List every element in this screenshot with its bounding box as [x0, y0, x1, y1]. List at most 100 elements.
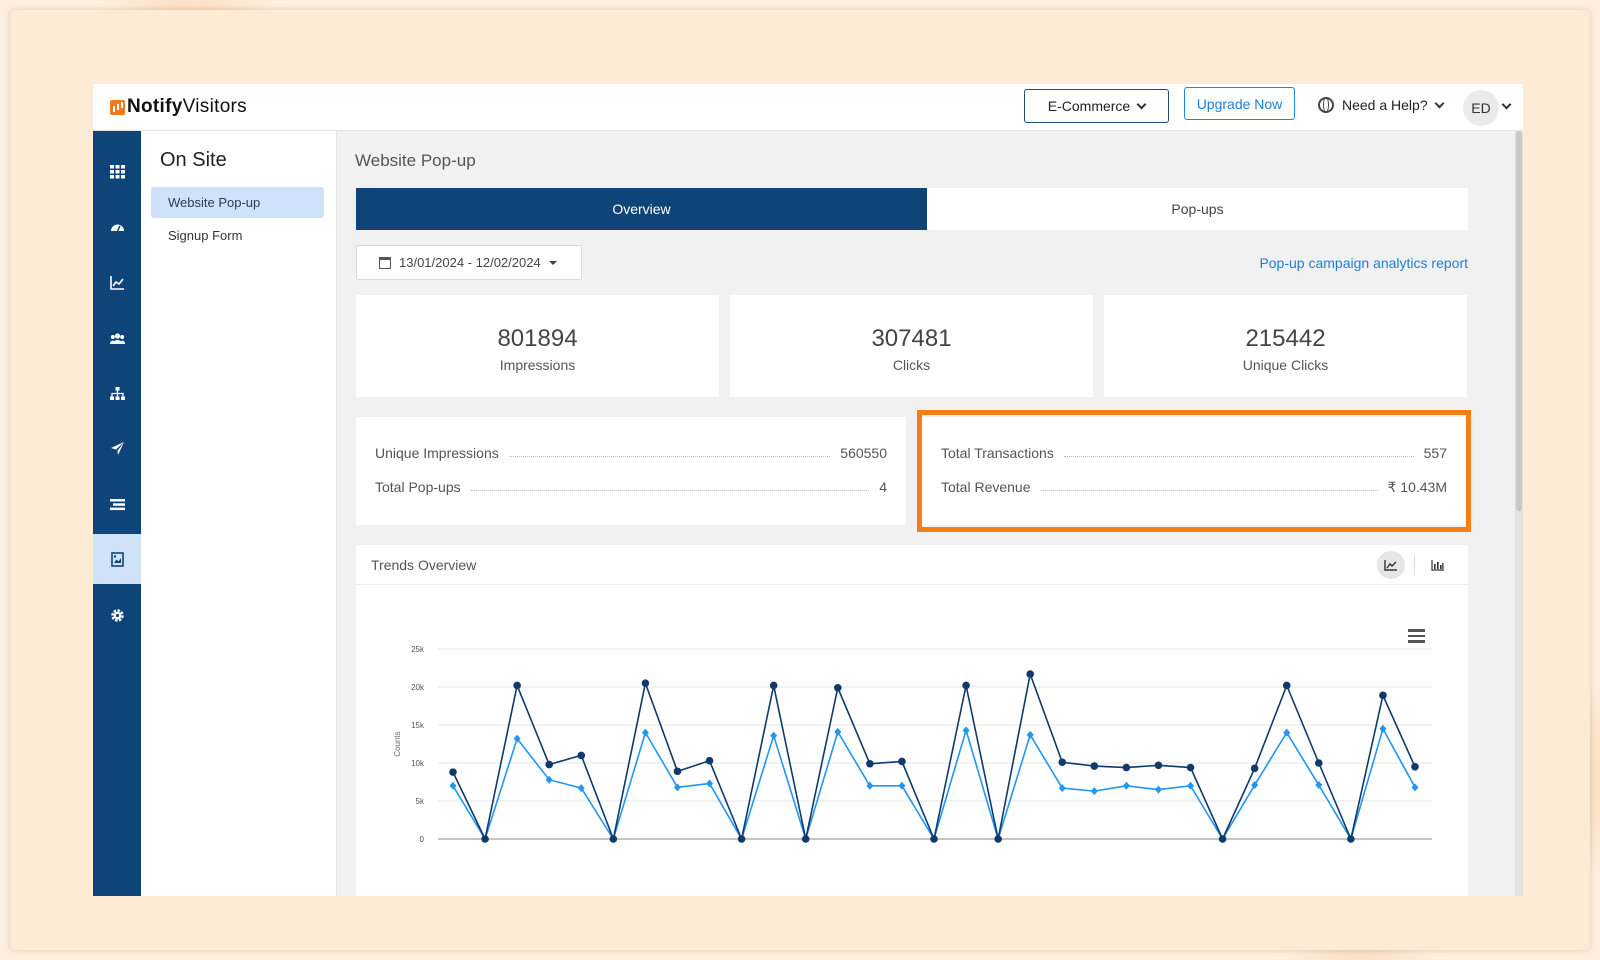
- scrollbar-thumb[interactable]: [1516, 131, 1522, 511]
- data-point: [1379, 724, 1387, 733]
- toggle-divider: [1414, 555, 1415, 575]
- analytics-icon[interactable]: [93, 257, 141, 307]
- analytics-report-link[interactable]: Pop-up campaign analytics report: [1259, 255, 1468, 271]
- summary-card-right: Total Transactions 557 Total Revenue ₹ 1…: [922, 417, 1466, 525]
- upgrade-button[interactable]: Upgrade Now: [1184, 87, 1295, 120]
- hierarchy-icon[interactable]: [93, 368, 141, 418]
- globe-icon: [1318, 97, 1334, 113]
- caret-down-icon: [548, 260, 557, 265]
- data-point: [866, 781, 874, 790]
- data-point: [545, 760, 553, 769]
- data-point: [1411, 783, 1419, 792]
- data-point: [513, 734, 521, 743]
- product-select[interactable]: E-Commerce: [1024, 89, 1169, 123]
- dotted-leader: [1063, 455, 1414, 457]
- data-point: [1090, 787, 1098, 796]
- stat-value: 801894: [497, 325, 578, 352]
- summary-card-left: Unique Impressions 560550 Total Pop-ups …: [356, 417, 906, 525]
- data-point: [834, 683, 842, 692]
- data-point: [1090, 762, 1099, 770]
- date-range-picker[interactable]: 13/01/2024 - 12/02/2024: [356, 245, 582, 280]
- data-point: [1347, 835, 1355, 843]
- main-content: Website Pop-up Overview Pop-ups 13/01/20…: [337, 131, 1523, 896]
- stat-value: 307481: [871, 325, 952, 352]
- chart-menu-icon[interactable]: [1408, 629, 1425, 643]
- data-point: [449, 781, 457, 790]
- brand-bold: Notify: [127, 96, 183, 117]
- data-point: [1026, 730, 1034, 739]
- y-tick-label: 20k: [411, 683, 425, 692]
- bar-chart-icon: [1431, 560, 1444, 571]
- trends-header: Trends Overview: [356, 545, 1468, 585]
- series-line: [452, 726, 1416, 842]
- data-point: [801, 835, 810, 843]
- stat-card-unique-clicks: 215442 Unique Clicks: [1104, 295, 1467, 397]
- data-point: [1282, 681, 1291, 690]
- brand-logo[interactable]: NotifyVisitors: [110, 96, 247, 118]
- data-point: [1186, 763, 1195, 772]
- line-chart-icon: [1384, 560, 1397, 571]
- data-point: [641, 728, 649, 737]
- screenshot-frame: NotifyVisitors E-Commerce Upgrade Now Ne…: [10, 10, 1590, 950]
- stat-value: 215442: [1245, 325, 1326, 352]
- data-point: [1058, 784, 1066, 793]
- dotted-leader: [508, 455, 831, 457]
- data-point: [706, 779, 714, 788]
- stat-label: Unique Clicks: [1242, 357, 1329, 373]
- list-icon[interactable]: [93, 479, 141, 529]
- data-point: [1026, 670, 1034, 678]
- trends-title: Trends Overview: [371, 556, 477, 573]
- popup-icon[interactable]: [93, 534, 141, 584]
- dotted-leader: [1040, 489, 1378, 491]
- data-point: [866, 759, 874, 768]
- summary-label: Total Pop-ups: [375, 479, 461, 495]
- summary-value: 557: [1423, 445, 1447, 461]
- data-point: [898, 781, 906, 790]
- dashboard-icon[interactable]: [93, 202, 141, 252]
- data-point: [1315, 759, 1323, 767]
- data-point: [513, 681, 521, 690]
- data-point: [673, 783, 681, 792]
- y-tick-label: 25k: [411, 645, 425, 654]
- data-point: [1411, 763, 1419, 771]
- summary-row-total-revenue: Total Revenue ₹ 10.43M: [941, 477, 1447, 497]
- tab-overview[interactable]: Overview: [356, 188, 927, 230]
- summary-label: Total Transactions: [941, 445, 1054, 461]
- trends-chart: 0 5k 10k 15k 20k 25k Counts: [393, 645, 1432, 844]
- y-tick-label: 10k: [411, 759, 425, 768]
- account-menu-toggle[interactable]: [1501, 97, 1512, 111]
- data-point: [994, 835, 1002, 843]
- summary-row-unique-impressions: Unique Impressions 560550: [375, 443, 887, 463]
- y-tick-label: 0: [420, 835, 425, 844]
- dotted-leader: [470, 489, 870, 491]
- data-point: [770, 731, 778, 740]
- subnav-item-website-popup[interactable]: Website Pop-up: [151, 187, 324, 218]
- summary-row-total-transactions: Total Transactions 557: [941, 443, 1447, 463]
- line-chart-toggle[interactable]: [1377, 551, 1405, 579]
- settings-icon[interactable]: [93, 590, 141, 640]
- y-axis-label: Counts: [393, 731, 402, 756]
- data-point: [962, 726, 970, 735]
- bar-chart-toggle[interactable]: [1424, 551, 1452, 579]
- data-point: [577, 784, 585, 793]
- y-tick-label: 15k: [411, 721, 425, 730]
- data-point: [1251, 781, 1259, 790]
- avatar[interactable]: ED: [1463, 90, 1499, 126]
- help-menu[interactable]: Need a Help?: [1318, 97, 1445, 113]
- stat-card-impressions: 801894 Impressions: [356, 295, 719, 397]
- summary-value: 4: [879, 479, 887, 495]
- summary-value: ₹ 10.43M: [1387, 478, 1448, 495]
- product-select-label: E-Commerce: [1047, 98, 1131, 114]
- audience-icon[interactable]: [93, 313, 141, 363]
- summary-label: Total Revenue: [941, 479, 1031, 495]
- chevron-down-icon: [1136, 99, 1147, 109]
- data-point: [1250, 764, 1259, 773]
- data-point: [577, 751, 586, 760]
- send-icon[interactable]: [93, 423, 141, 473]
- apps-grid-icon[interactable]: [93, 146, 141, 196]
- main-scrollbar[interactable]: [1515, 131, 1523, 896]
- tab-popups[interactable]: Pop-ups: [927, 188, 1468, 230]
- y-tick-label: 5k: [416, 797, 425, 806]
- calendar-icon: [379, 256, 391, 269]
- subnav-item-signup-form[interactable]: Signup Form: [168, 228, 243, 243]
